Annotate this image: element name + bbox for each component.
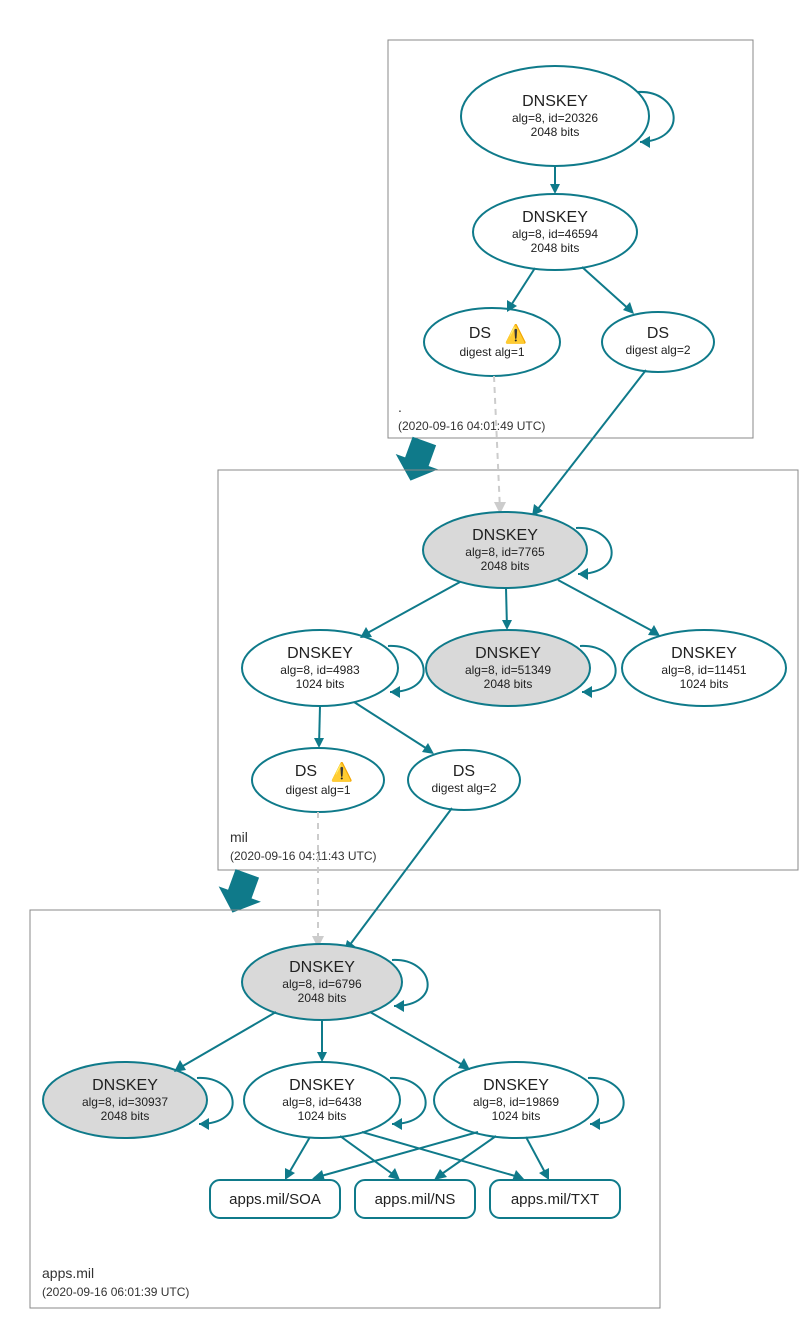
zone-label-mil: mil xyxy=(230,829,248,845)
warning-icon: ⚠️ xyxy=(331,761,353,782)
svg-text:DNSKEY: DNSKEY xyxy=(289,959,355,976)
node-mil-ds2: DS digest alg=2 xyxy=(408,750,520,810)
zone-label-apps: apps.mil xyxy=(42,1265,94,1281)
node-root-ksk: DNSKEY alg=8, id=20326 2048 bits xyxy=(461,66,649,166)
zone-label-root: . xyxy=(398,399,402,415)
svg-text:alg=8, id=11451: alg=8, id=11451 xyxy=(661,663,747,677)
warning-icon: ⚠️ xyxy=(505,323,527,344)
node-root-ds2: DS digest alg=2 xyxy=(602,312,714,372)
svg-text:DS: DS xyxy=(647,325,669,342)
svg-text:DNSKEY: DNSKEY xyxy=(92,1077,158,1094)
svg-text:DNSKEY: DNSKEY xyxy=(522,93,588,110)
svg-text:alg=8, id=51349: alg=8, id=51349 xyxy=(465,663,551,677)
svg-text:DNSKEY: DNSKEY xyxy=(289,1077,355,1094)
zone-time-apps: (2020-09-16 06:01:39 UTC) xyxy=(42,1285,189,1299)
svg-text:DNSKEY: DNSKEY xyxy=(472,527,538,544)
zone-arrow-root-mil xyxy=(389,433,446,488)
svg-text:2048 bits: 2048 bits xyxy=(481,559,530,573)
zone-time-root: (2020-09-16 04:01:49 UTC) xyxy=(398,419,545,433)
svg-text:1024 bits: 1024 bits xyxy=(492,1109,541,1123)
svg-text:1024 bits: 1024 bits xyxy=(296,677,345,691)
svg-text:apps.mil/NS: apps.mil/NS xyxy=(375,1191,456,1208)
node-mil-k2: DNSKEY alg=8, id=51349 2048 bits xyxy=(426,630,590,706)
svg-text:2048 bits: 2048 bits xyxy=(101,1109,150,1123)
node-apps-k2: DNSKEY alg=8, id=6438 1024 bits xyxy=(244,1062,400,1138)
svg-text:digest alg=2: digest alg=2 xyxy=(625,343,690,357)
node-root-zsk: DNSKEY alg=8, id=46594 2048 bits xyxy=(473,194,637,270)
zone-time-mil: (2020-09-16 04:11:43 UTC) xyxy=(230,849,377,863)
zone-arrow-mil-apps xyxy=(212,866,269,921)
svg-text:DS: DS xyxy=(453,763,475,780)
svg-text:alg=8, id=30937: alg=8, id=30937 xyxy=(82,1095,168,1109)
svg-text:DNSKEY: DNSKEY xyxy=(483,1077,549,1094)
dnssec-diagram: . (2020-09-16 04:01:49 UTC) DNSKEY alg=8… xyxy=(10,10,799,1310)
svg-text:1024 bits: 1024 bits xyxy=(298,1109,347,1123)
svg-text:alg=8, id=6796: alg=8, id=6796 xyxy=(282,977,362,991)
svg-text:digest alg=1: digest alg=1 xyxy=(459,345,524,359)
node-apps-ksk: DNSKEY alg=8, id=6796 2048 bits xyxy=(242,944,402,1020)
node-mil-ksk: DNSKEY alg=8, id=7765 2048 bits xyxy=(423,512,587,588)
svg-text:apps.mil/TXT: apps.mil/TXT xyxy=(511,1191,599,1208)
svg-text:alg=8, id=4983: alg=8, id=4983 xyxy=(280,663,360,677)
svg-text:1024 bits: 1024 bits xyxy=(680,677,729,691)
svg-text:alg=8, id=20326: alg=8, id=20326 xyxy=(512,111,598,125)
svg-text:DNSKEY: DNSKEY xyxy=(671,645,737,662)
svg-text:2048 bits: 2048 bits xyxy=(298,991,347,1005)
svg-text:2048 bits: 2048 bits xyxy=(484,677,533,691)
svg-text:DNSKEY: DNSKEY xyxy=(287,645,353,662)
svg-text:apps.mil/SOA: apps.mil/SOA xyxy=(229,1191,321,1208)
svg-text:DNSKEY: DNSKEY xyxy=(475,645,541,662)
svg-text:alg=8, id=6438: alg=8, id=6438 xyxy=(282,1095,362,1109)
node-mil-ds1: DS ⚠️ digest alg=1 xyxy=(252,748,384,812)
node-root-ds1: DS ⚠️ digest alg=1 xyxy=(424,308,560,376)
svg-text:digest alg=1: digest alg=1 xyxy=(285,783,350,797)
node-mil-k1: DNSKEY alg=8, id=4983 1024 bits xyxy=(242,630,398,706)
svg-text:DS: DS xyxy=(295,763,317,780)
svg-text:digest alg=2: digest alg=2 xyxy=(431,781,496,795)
svg-text:alg=8, id=46594: alg=8, id=46594 xyxy=(512,227,598,241)
svg-text:alg=8, id=19869: alg=8, id=19869 xyxy=(473,1095,559,1109)
node-mil-k3: DNSKEY alg=8, id=11451 1024 bits xyxy=(622,630,786,706)
svg-text:DS: DS xyxy=(469,325,491,342)
svg-text:DNSKEY: DNSKEY xyxy=(522,209,588,226)
svg-text:alg=8, id=7765: alg=8, id=7765 xyxy=(465,545,545,559)
node-apps-k1: DNSKEY alg=8, id=30937 2048 bits xyxy=(43,1062,207,1138)
node-apps-k3: DNSKEY alg=8, id=19869 1024 bits xyxy=(434,1062,598,1138)
svg-text:2048 bits: 2048 bits xyxy=(531,125,580,139)
svg-text:2048 bits: 2048 bits xyxy=(531,241,580,255)
